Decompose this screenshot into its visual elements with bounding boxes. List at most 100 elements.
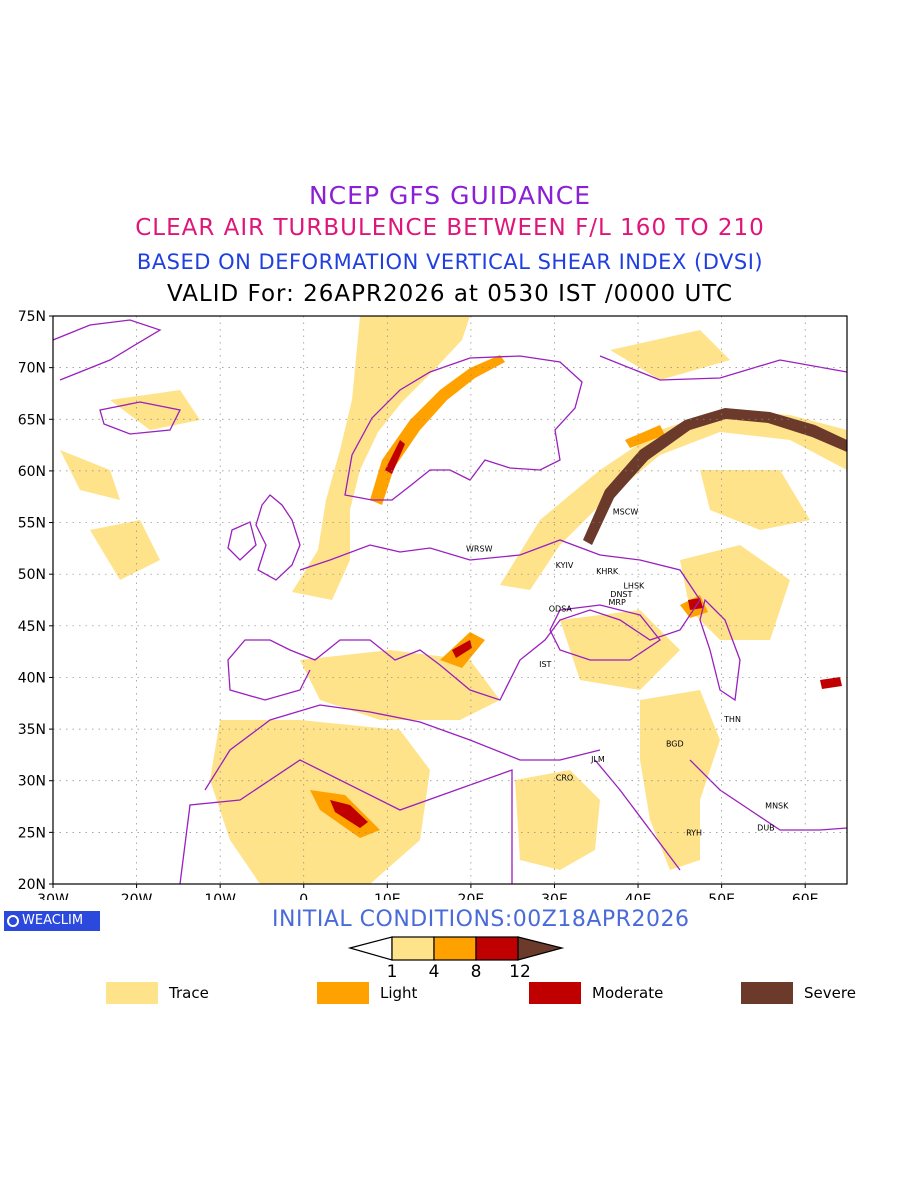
latitude-labels: 75N 70N 65N 60N 55N 50N 45N 40N 35N 30N 25N 20N: [18, 309, 53, 893]
legend-swatch: [741, 982, 793, 1004]
coastline-greenland: [53, 319, 162, 381]
lat-tick-label: 50N: [18, 567, 46, 583]
coastline-arctic: [599, 355, 847, 381]
coastline-black-sea: [549, 604, 661, 661]
trace-area: [610, 330, 730, 380]
lat-tick-label: 45N: [18, 619, 46, 635]
city-label: LHSK: [623, 582, 645, 591]
coastline-iceland: [99, 401, 181, 435]
coastline-red-sea: [594, 759, 681, 871]
city-label: IST: [539, 660, 551, 669]
turbulence-map: 75N 70N 65N 60N 55N 50N 45N 40N 35N 30N 25N 20N 30W…: [18, 309, 848, 900]
trace-area: [515, 770, 600, 870]
trace-areas: [60, 316, 847, 884]
trace-area: [292, 316, 470, 600]
initial-conditions: INITIAL CONDITIONS:00Z18APR2026: [272, 907, 690, 932]
lon-tick-label: 10W: [204, 892, 236, 900]
coastline-north-africa: [204, 704, 601, 791]
light-area: [625, 425, 665, 448]
colorbar-tick-8: 8: [470, 962, 482, 982]
city-label: CRO: [556, 774, 573, 783]
lat-tick-label: 20N: [18, 877, 46, 893]
lon-tick-label: 40E: [625, 892, 652, 900]
city-label: THN: [723, 715, 741, 724]
lon-tick-label: 30E: [541, 892, 568, 900]
lat-tick-label: 60N: [18, 464, 46, 480]
legend-moderate: Moderate: [529, 982, 663, 1004]
trace-area: [60, 450, 120, 500]
lon-tick-label: 30W: [37, 892, 69, 900]
legend-severe: Severe: [741, 982, 856, 1004]
coastline-scandinavia: [344, 355, 583, 501]
lat-tick-label: 40N: [18, 670, 46, 686]
legend-light: Light: [317, 982, 417, 1004]
trace-area: [640, 690, 720, 870]
trace-area: [90, 520, 160, 580]
trace-area: [110, 390, 200, 430]
border-africa: [179, 759, 513, 884]
lon-tick-label: 20E: [458, 892, 485, 900]
colorbar-trace: [391, 936, 435, 961]
legend-label: Severe: [804, 984, 856, 1002]
longitude-labels: 30W 20W 10W 0 10E 20E 30E 40E 50E 60E: [37, 884, 819, 900]
chart-subtitle: CLEAR AIR TURBULENCE BETWEEN F/L 160 TO …: [135, 215, 765, 241]
lon-tick-label: 10E: [374, 892, 401, 900]
trace-area: [560, 610, 680, 690]
legend-swatch: [317, 982, 369, 1004]
lon-tick-label: 50E: [708, 892, 735, 900]
legend-label: Light: [380, 984, 418, 1002]
lat-tick-label: 70N: [18, 361, 46, 377]
coastline-caspian: [699, 598, 741, 702]
chart-title: NCEP GFS GUIDANCE: [308, 181, 591, 210]
coastline-britain: [255, 494, 301, 581]
turbulence-shading: [60, 316, 847, 884]
coastlines-borders: [53, 319, 847, 884]
coastline-europe: [227, 539, 701, 701]
coastline-ireland: [227, 521, 257, 561]
city-label: WRSW: [466, 544, 493, 553]
city-label: DUB: [757, 823, 775, 832]
moderate-area: [452, 640, 472, 658]
legend-trace: Trace: [106, 982, 209, 1004]
colorbar-tick-4: 4: [428, 962, 440, 982]
trace-area: [680, 545, 790, 640]
moderate-areas: [330, 440, 842, 828]
lon-tick-label: 20W: [121, 892, 153, 900]
badge-text: WEACLIM: [22, 913, 84, 928]
city-label: MRP: [609, 598, 626, 607]
colorbar-min-arrow: [347, 936, 393, 961]
legend-swatch: [106, 982, 158, 1004]
chart-method: BASED ON DEFORMATION VERTICAL SHEAR INDE…: [136, 250, 764, 274]
lon-tick-label: 60E: [792, 892, 819, 900]
weaclim-logo-icon: [7, 915, 19, 927]
colorbar-moderate: [475, 936, 519, 961]
lat-tick-label: 75N: [18, 309, 46, 325]
lat-tick-label: 65N: [18, 412, 46, 428]
colorbar-tick-12: 12: [509, 962, 531, 982]
city-label: JLM: [590, 755, 605, 764]
lat-tick-label: 55N: [18, 516, 46, 532]
legend-label: Moderate: [592, 984, 664, 1002]
city-label: MNSK: [765, 802, 789, 811]
city-label: KYIV: [556, 561, 574, 570]
city-label: KHRK: [596, 567, 619, 576]
colorbar-light: [433, 936, 477, 961]
city-label: MSCW: [613, 507, 639, 516]
moderate-area: [820, 677, 842, 689]
city-label: DNST: [610, 590, 632, 599]
map-frame: [52, 315, 848, 885]
light-area: [370, 355, 505, 505]
grid-lines: [53, 316, 847, 884]
trace-area: [700, 470, 810, 530]
lon-tick-label: 0: [299, 892, 308, 900]
lat-tick-label: 25N: [18, 825, 46, 841]
trace-area: [300, 650, 500, 720]
lat-tick-label: 30N: [18, 774, 46, 790]
colorbar-tick-1: 1: [386, 962, 398, 982]
colorbar-severe-arrow: [517, 936, 565, 961]
colorbar: [347, 936, 565, 961]
weaclim-badge: WEACLIM: [4, 911, 100, 931]
coastline-gulf: [689, 759, 847, 831]
moderate-area: [385, 440, 405, 474]
